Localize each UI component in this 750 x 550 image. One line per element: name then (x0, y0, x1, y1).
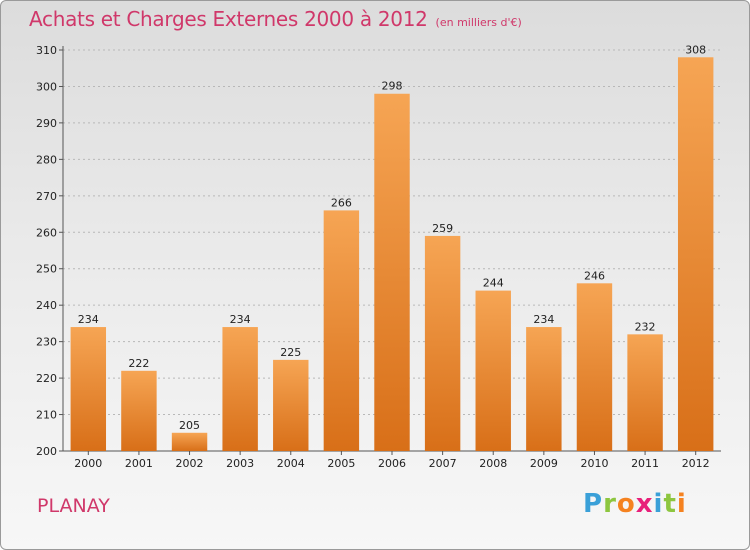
bar[interactable] (526, 327, 562, 451)
y-tick-label: 280 (36, 153, 57, 166)
y-tick-label: 260 (36, 226, 57, 239)
x-tick-label: 2001 (125, 457, 153, 470)
data-label: 246 (584, 269, 605, 282)
x-tick-label: 2012 (682, 457, 710, 470)
place-name: PLANAY (37, 495, 110, 517)
logo-letter: i (653, 489, 664, 519)
bar[interactable] (70, 327, 107, 451)
data-label: 232 (635, 320, 656, 333)
bar[interactable] (171, 432, 208, 451)
bar[interactable] (374, 93, 410, 451)
data-label: 225 (280, 346, 301, 359)
y-tick-label: 230 (36, 336, 57, 349)
y-tick-label: 300 (36, 80, 57, 93)
bars (70, 57, 714, 452)
bar[interactable] (273, 359, 309, 451)
logo-letter: x (635, 489, 654, 519)
bar[interactable] (222, 327, 258, 451)
data-label: 308 (685, 43, 706, 56)
data-label: 298 (382, 80, 403, 93)
data-label: 222 (128, 357, 149, 370)
data-label: 259 (432, 222, 453, 235)
x-tick-label: 2009 (530, 457, 558, 470)
logo-letter: t (663, 489, 677, 519)
bar[interactable] (475, 290, 511, 451)
bar[interactable] (627, 334, 663, 451)
logo-letter: i (676, 489, 687, 519)
y-tick-label: 240 (36, 299, 57, 312)
y-tick-label: 310 (36, 44, 57, 57)
y-tick-label: 200 (36, 445, 57, 458)
data-label: 234 (78, 313, 99, 326)
x-tick-label: 2010 (580, 457, 608, 470)
x-tick-label: 2006 (378, 457, 406, 470)
x-tick-label: 2000 (74, 457, 102, 470)
bar[interactable] (424, 235, 461, 451)
x-tick-label: 2008 (479, 457, 507, 470)
bar[interactable] (677, 57, 714, 452)
logo-letter: o (616, 489, 636, 519)
x-tick-label: 2005 (327, 457, 355, 470)
y-tick-label: 250 (36, 263, 57, 276)
bar[interactable] (323, 210, 360, 451)
x-tick-label: 2011 (631, 457, 659, 470)
data-label: 205 (179, 419, 200, 432)
title-text: Achats et Charges Externes 2000 à 2012 (29, 7, 428, 31)
logo-letter: r (603, 489, 617, 519)
labels: 234 2000 222 2001 205 2002 234 2003 225 2004 266 20… (74, 43, 709, 470)
y-tick-label: 270 (36, 190, 57, 203)
proxiti-logo[interactable]: Proxiti (583, 489, 687, 519)
bar[interactable] (576, 283, 613, 451)
chart-subtitle: (en milliers d'€) (435, 16, 522, 29)
data-label: 234 (533, 313, 554, 326)
data-label: 244 (483, 277, 504, 290)
data-label: 234 (230, 313, 251, 326)
x-tick-label: 2002 (176, 457, 204, 470)
data-label: 266 (331, 196, 352, 209)
y-tick-label: 210 (36, 409, 57, 422)
chart-title: Achats et Charges Externes 2000 à 2012 (e… (29, 7, 522, 31)
x-tick-label: 2003 (226, 457, 254, 470)
x-tick-label: 2004 (277, 457, 305, 470)
logo-letter: P (583, 489, 604, 519)
y-tick-label: 290 (36, 117, 57, 130)
y-tick-label: 220 (36, 372, 57, 385)
bar[interactable] (121, 370, 157, 451)
x-tick-label: 2007 (429, 457, 457, 470)
